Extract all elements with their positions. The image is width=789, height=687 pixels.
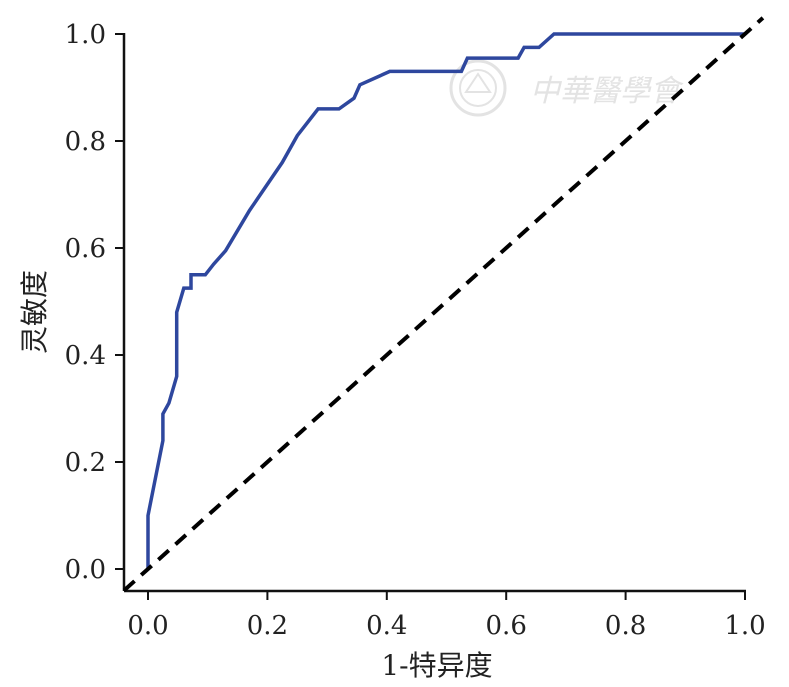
- y-tick-label: 0.8: [65, 127, 106, 157]
- series-layer: [122, 16, 765, 592]
- y-tick-label: 0.0: [65, 555, 106, 585]
- reference-line: [122, 16, 765, 592]
- y-ticks: 0.0 0.2 0.4 0.6 0.8 1.0: [65, 20, 124, 585]
- emblem-icon: [449, 59, 507, 117]
- x-tick-label: 0.2: [247, 611, 288, 641]
- x-axis-label: 1-特异度: [381, 649, 492, 682]
- watermark-text: 中華醫學會: [530, 74, 684, 109]
- y-tick-label: 0.6: [65, 234, 106, 264]
- x-tick-label: 0.0: [127, 611, 168, 641]
- x-tick-label: 0.8: [605, 611, 646, 641]
- y-axis-label: 灵敏度: [18, 270, 51, 354]
- roc-curve: [146, 32, 745, 569]
- x-tick-label: 0.4: [366, 611, 407, 641]
- x-tick-label: 1.0: [724, 611, 765, 641]
- watermark: 中華醫學會: [449, 59, 684, 117]
- y-tick-label: 1.0: [65, 20, 106, 50]
- axes: [122, 33, 746, 593]
- x-tick-label: 0.6: [486, 611, 527, 641]
- y-tick-label: 0.4: [65, 341, 106, 371]
- x-ticks: 0.0 0.2 0.4 0.6 0.8 1.0: [127, 591, 766, 641]
- y-tick-label: 0.2: [65, 448, 106, 478]
